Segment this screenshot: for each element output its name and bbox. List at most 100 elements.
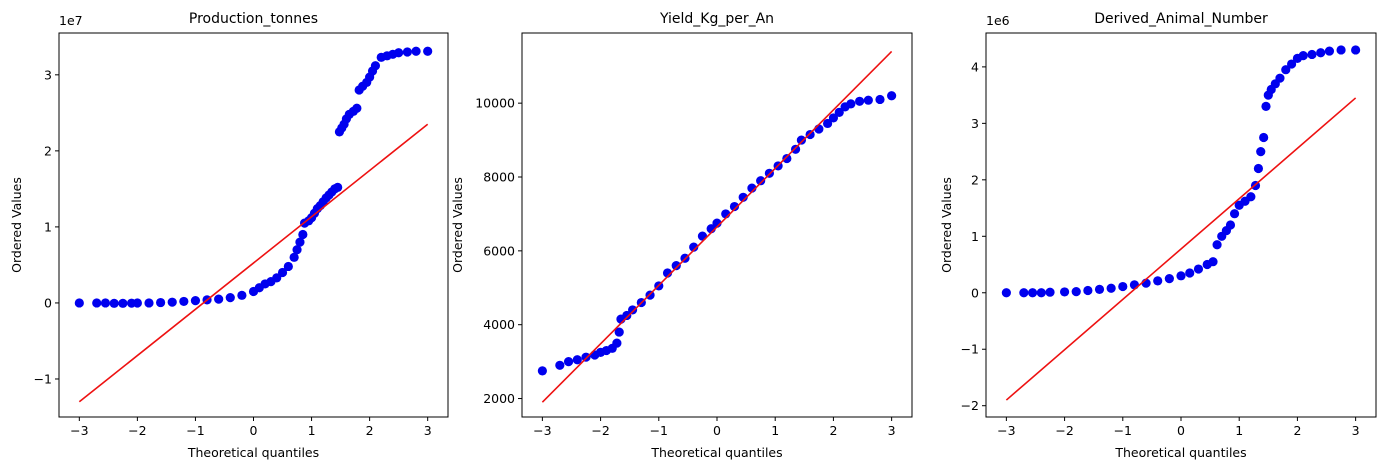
x-axis-label: Theoretical quantiles (650, 445, 782, 460)
data-point (1298, 50, 1308, 61)
data-point (805, 129, 815, 140)
data-point (622, 310, 632, 321)
plot-frame (521, 32, 913, 418)
data-point (74, 298, 84, 308)
x-tick-label: −2 (128, 423, 146, 438)
data-point (729, 201, 740, 212)
data-point (581, 352, 591, 362)
data-point (167, 297, 177, 307)
data-point (1193, 264, 1204, 274)
y-tick-label: 1 (971, 229, 979, 244)
data-point (1351, 45, 1361, 55)
data-point (1059, 287, 1070, 297)
data-point (402, 47, 412, 57)
fit-line (541, 50, 893, 403)
data-point (1071, 287, 1081, 297)
x-axis-label: Theoretical quantiles (1114, 445, 1246, 460)
data-point (144, 298, 154, 308)
data-point (855, 96, 865, 106)
data-point (738, 192, 748, 202)
y-tick-label: 2000 (483, 391, 515, 406)
data-point (1019, 288, 1029, 298)
data-point (352, 103, 362, 113)
data-point (190, 296, 201, 306)
data-point (1129, 280, 1140, 290)
data-point (537, 366, 547, 376)
chart-title: Production_tonnes (189, 11, 318, 27)
data-point (237, 290, 247, 300)
data-point (671, 261, 681, 271)
y-tick-label: −2 (961, 398, 979, 413)
data-point (292, 245, 302, 255)
data-point (1106, 283, 1116, 293)
x-tick-label: 3 (1352, 423, 1360, 438)
y-tick-label: 0 (44, 295, 52, 310)
y-tick-label: −1 (34, 371, 52, 386)
data-point (875, 94, 885, 105)
data-point (834, 107, 844, 117)
y-tick-label: 6000 (483, 243, 515, 258)
y-axis-label: Ordered Values (450, 177, 465, 273)
data-point (756, 176, 766, 186)
data-point (289, 252, 299, 262)
y-tick-label: −1 (961, 342, 979, 357)
data-point (333, 182, 343, 192)
data-point (1001, 288, 1011, 298)
plot-frame (58, 32, 449, 418)
data-point (1094, 284, 1105, 294)
data-point (109, 298, 119, 308)
x-tick-label: −3 (70, 423, 88, 438)
data-point (156, 297, 166, 308)
data-point (1261, 101, 1271, 112)
data-point (814, 124, 824, 134)
x-tick-label: 1 (1235, 423, 1243, 438)
data-point (555, 360, 565, 370)
data-point (225, 293, 235, 303)
x-tick-label: −3 (533, 423, 551, 438)
data-point (1275, 73, 1285, 83)
data-point (132, 298, 142, 308)
data-point (822, 118, 833, 129)
y-tick-label: 4 (971, 59, 979, 74)
data-point (887, 91, 897, 101)
y-tick-label: 10000 (475, 96, 515, 111)
y-offset-label: 1e7 (59, 13, 83, 28)
data-point (1246, 192, 1256, 202)
x-tick-label: 3 (424, 423, 432, 438)
y-offset-label: 1e6 (986, 13, 1010, 28)
data-point (563, 357, 574, 367)
data-point (1281, 65, 1291, 75)
data-point (863, 95, 873, 105)
data-point (100, 298, 111, 308)
data-point (612, 338, 622, 348)
data-point (790, 144, 801, 154)
data-point (572, 355, 582, 365)
data-point (1307, 49, 1317, 60)
data-point (1212, 240, 1222, 250)
qq-panel-yield-kg-per-an: Yield_Kg_per_An Theoretical quantiles Or… (450, 11, 913, 460)
y-tick-label: 0 (971, 285, 979, 300)
data-point (283, 261, 293, 272)
data-point (1118, 281, 1128, 292)
x-tick-label: −1 (1114, 423, 1132, 438)
qq-panel-derived-animal-number: 1e6 Derived_Animal_Number Theoretical qu… (939, 11, 1377, 460)
data-point (295, 237, 305, 247)
data-point (1208, 257, 1218, 267)
fit-line (1005, 97, 1357, 401)
data-point (1256, 146, 1266, 157)
data-point (214, 294, 224, 304)
x-tick-label: 0 (713, 423, 721, 438)
data-point (394, 48, 404, 58)
data-point (1036, 288, 1046, 298)
y-tick-label: 4000 (483, 317, 515, 332)
data-point (1185, 268, 1195, 278)
data-point (411, 46, 421, 56)
y-tick-label: 1 (44, 219, 52, 234)
data-point (1027, 288, 1038, 298)
data-point (828, 113, 839, 123)
data-point (1324, 46, 1335, 56)
qq-panel-production-tonnes: 1e7 Production_tonnes Theoretical quanti… (9, 11, 449, 460)
data-point (1253, 163, 1264, 174)
data-point (1259, 132, 1269, 143)
